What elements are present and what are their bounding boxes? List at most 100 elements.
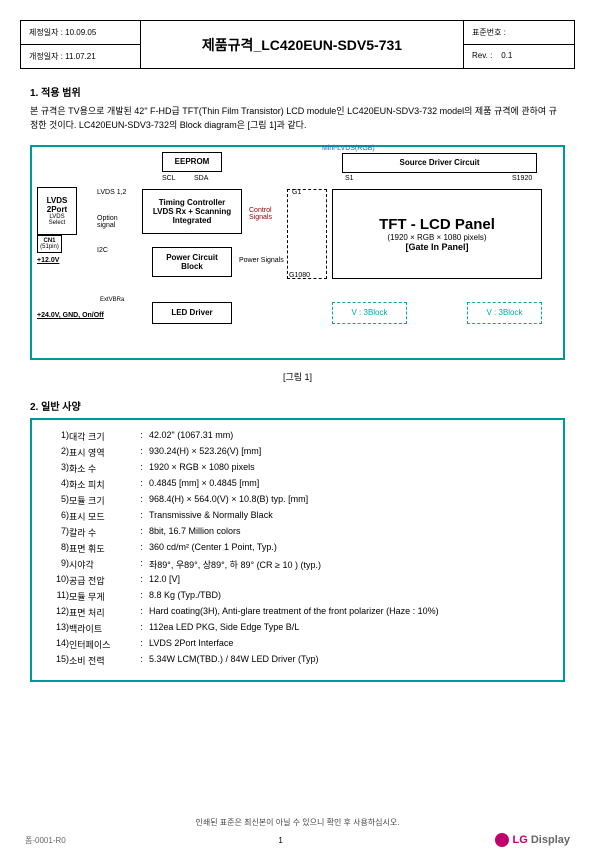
gate-dash-box — [287, 189, 327, 279]
v3block-left: V : 3Block — [332, 302, 407, 324]
v3block-right: V : 3Block — [467, 302, 542, 324]
spec-label: 화소 수 — [69, 462, 134, 475]
option-label: Option signal — [97, 215, 118, 229]
spec-value: 930.24(H) × 523.26(V) [mm] — [149, 446, 548, 459]
spec-label: 공급 전압 — [69, 574, 134, 587]
lg-logo: LG Display — [495, 833, 570, 847]
spec-row: 11) 모듈 무게 : 8.8 Kg (Typ./TBD) — [47, 590, 548, 603]
led-box: LED Driver — [152, 302, 232, 324]
spec-row: 12) 표면 처리 : Hard coating(3H), Anti-glare… — [47, 606, 548, 619]
spec-num: 5) — [47, 494, 69, 507]
footer-page: 1 — [278, 836, 282, 845]
spec-label: 시야각 — [69, 558, 134, 571]
spec-box: 1) 대각 크기 : 42.02" (1067.31 mm) 2) 표시 영역 :… — [30, 418, 565, 682]
control-label: Control Signals — [249, 207, 272, 221]
spec-row: 5) 모듈 크기 : 968.4(H) × 564.0(V) × 10.8(B)… — [47, 494, 548, 507]
block-diagram: EEPROM SCL SDA LVDS2Port LVDS Select CN1… — [30, 145, 565, 360]
mini-lvds-label: Mini-LVDS(RGB) — [322, 145, 375, 152]
spec-value: 12.0 [V] — [149, 574, 548, 587]
spec-value: Hard coating(3H), Anti-glare treatment o… — [149, 606, 548, 619]
footer-code: 폼-0001-R0 — [25, 835, 66, 846]
source-box: Source Driver Circuit — [342, 153, 537, 173]
spec-value: Transmissive & Normally Black — [149, 510, 548, 523]
spec-row: 14) 인터페이스 : LVDS 2Port Interface — [47, 638, 548, 651]
spec-label: 표시 모드 — [69, 510, 134, 523]
spec-value: 8bit, 16.7 Million colors — [149, 526, 548, 539]
spec-num: 3) — [47, 462, 69, 475]
spec-label: 칼라 수 — [69, 526, 134, 539]
spec-num: 8) — [47, 542, 69, 555]
tft-panel-box: TFT - LCD Panel (1920 × RGB × 1080 pixel… — [332, 189, 542, 279]
spec-num: 2) — [47, 446, 69, 459]
spec-row: 2) 표시 영역 : 930.24(H) × 523.26(V) [mm] — [47, 446, 548, 459]
spec-label: 모듈 무게 — [69, 590, 134, 603]
header-dates: 제정일자 : 10.09.05 개정일자 : 11.07.21 — [21, 21, 141, 68]
spec-row: 13) 백라이트 : 112ea LED PKG, Side Edge Type… — [47, 622, 548, 635]
spec-row: 8) 표면 휘도 : 360 cd/m² (Center 1 Point, Ty… — [47, 542, 548, 555]
spec-row: 10) 공급 전압 : 12.0 [V] — [47, 574, 548, 587]
power-sig-label: Power Signals — [239, 257, 284, 264]
diagram-caption: [그림 1] — [30, 370, 565, 383]
header-meta: 표준번호 : Rev. : 0.1 — [464, 21, 574, 68]
spec-num: 12) — [47, 606, 69, 619]
revised-date-row: 개정일자 : 11.07.21 — [21, 45, 140, 68]
footer-notice: 인쇄된 표준은 최신본이 아닐 수 있으니 확인 후 사용하십시오. — [0, 817, 595, 828]
spec-num: 10) — [47, 574, 69, 587]
std-number: 표준번호 : — [464, 21, 574, 45]
cn1-box: CN1(51pin) — [37, 235, 62, 253]
spec-num: 7) — [47, 526, 69, 539]
revision: Rev. : 0.1 — [464, 45, 574, 66]
eeprom-box: EEPROM — [162, 152, 222, 172]
spec-value: LVDS 2Port Interface — [149, 638, 548, 651]
spec-row: 3) 화소 수 : 1920 × RGB × 1080 pixels — [47, 462, 548, 475]
lvds-box: LVDS2Port LVDS Select — [37, 187, 77, 235]
spec-value: 968.4(H) × 564.0(V) × 10.8(B) typ. [mm] — [149, 494, 548, 507]
power-box: Power Circuit Block — [152, 247, 232, 277]
spec-num: 15) — [47, 654, 69, 667]
s1-label: S1 — [345, 175, 354, 182]
spec-value: 1920 × RGB × 1080 pixels — [149, 462, 548, 475]
s1920-label: S1920 — [512, 175, 532, 182]
spec-value: 좌89°, 우89°, 상89°, 하 89° (CR ≥ 10 ) (typ.… — [149, 558, 548, 571]
scope-text: 본 규격은 TV용으로 개발된 42" F-HD급 TFT(Thin Film … — [30, 104, 565, 133]
timing-box: Timing Controller LVDS Rx + Scanning Int… — [142, 189, 242, 234]
spec-row: 1) 대각 크기 : 42.02" (1067.31 mm) — [47, 430, 548, 443]
i2c-label: I2C — [97, 247, 108, 254]
spec-label: 백라이트 — [69, 622, 134, 635]
spec-num: 6) — [47, 510, 69, 523]
scl-label: SCL — [162, 175, 176, 182]
spec-label: 화소 피치 — [69, 478, 134, 491]
spec-value: 8.8 Kg (Typ./TBD) — [149, 590, 548, 603]
spec-label: 대각 크기 — [69, 430, 134, 443]
extvbr-label: ExtVBRa — [100, 297, 124, 303]
spec-label: 소비 전력 — [69, 654, 134, 667]
spec-value: 5.34W LCM(TBD.) / 84W LED Driver (Typ) — [149, 654, 548, 667]
sda-label: SDA — [194, 175, 208, 182]
spec-value: 360 cd/m² (Center 1 Point, Typ.) — [149, 542, 548, 555]
spec-label: 표면 처리 — [69, 606, 134, 619]
spec-label: 표시 영역 — [69, 446, 134, 459]
created-date-row: 제정일자 : 10.09.05 — [21, 21, 140, 45]
section2-title: 2. 일반 사양 — [30, 398, 565, 413]
spec-num: 9) — [47, 558, 69, 571]
spec-num: 1) — [47, 430, 69, 443]
spec-num: 4) — [47, 478, 69, 491]
v24-label: +24.0V, GND, On/Off — [37, 312, 104, 319]
spec-row: 9) 시야각 : 좌89°, 우89°, 상89°, 하 89° (CR ≥ 1… — [47, 558, 548, 571]
v12-label: +12.0V — [37, 257, 59, 264]
spec-num: 13) — [47, 622, 69, 635]
spec-label: 모듈 크기 — [69, 494, 134, 507]
spec-label: 인터페이스 — [69, 638, 134, 651]
spec-row: 6) 표시 모드 : Transmissive & Normally Black — [47, 510, 548, 523]
spec-value: 112ea LED PKG, Side Edge Type B/L — [149, 622, 548, 635]
g1080-label: G1080 — [289, 272, 310, 279]
document-title: 제품규격_LC420EUN-SDV5-731 — [141, 21, 464, 68]
spec-value: 0.4845 [mm] × 0.4845 [mm] — [149, 478, 548, 491]
spec-num: 14) — [47, 638, 69, 651]
spec-row: 7) 칼라 수 : 8bit, 16.7 Million colors — [47, 526, 548, 539]
lvds12-label: LVDS 1,2 — [97, 189, 126, 196]
g1-label: G1 — [292, 189, 301, 196]
spec-value: 42.02" (1067.31 mm) — [149, 430, 548, 443]
section1-title: 1. 적용 범위 — [30, 84, 565, 99]
document-header: 제정일자 : 10.09.05 개정일자 : 11.07.21 제품규격_LC4… — [20, 20, 575, 69]
